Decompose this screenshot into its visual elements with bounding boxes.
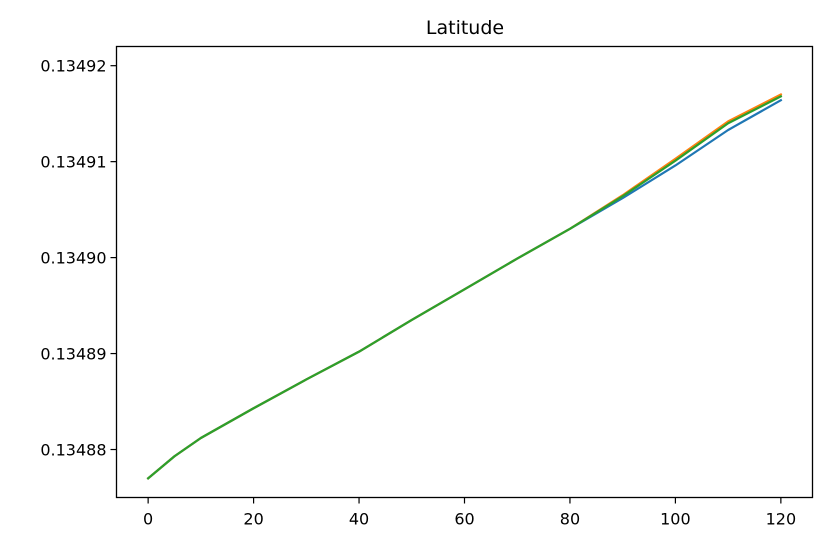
x-tick-label: 40 (349, 510, 369, 529)
y-tick-label: 0.13490 (40, 249, 106, 268)
x-tick-label: 120 (766, 510, 797, 529)
plot-area-frame (115, 45, 814, 499)
x-tick-label: 0 (143, 510, 153, 529)
y-tick-label: 0.13491 (40, 153, 106, 172)
y-axis: 0.13488 0.13489 0.13490 0.13491 0.13492 (40, 57, 117, 460)
y-tick-label: 0.13492 (40, 57, 106, 76)
y-tick-label: 0.13489 (40, 345, 106, 364)
y-tick-label: 0.13488 (40, 441, 106, 460)
series-line-3 (146, 94, 783, 480)
series-layer (146, 93, 783, 480)
chart-title: Latitude (426, 17, 504, 39)
x-tick-label: 20 (243, 510, 263, 529)
x-tick-label: 100 (660, 510, 691, 529)
x-tick-label: 80 (560, 510, 580, 529)
x-axis: 0 20 40 60 80 100 120 (143, 497, 797, 529)
x-tick-label: 60 (454, 510, 474, 529)
